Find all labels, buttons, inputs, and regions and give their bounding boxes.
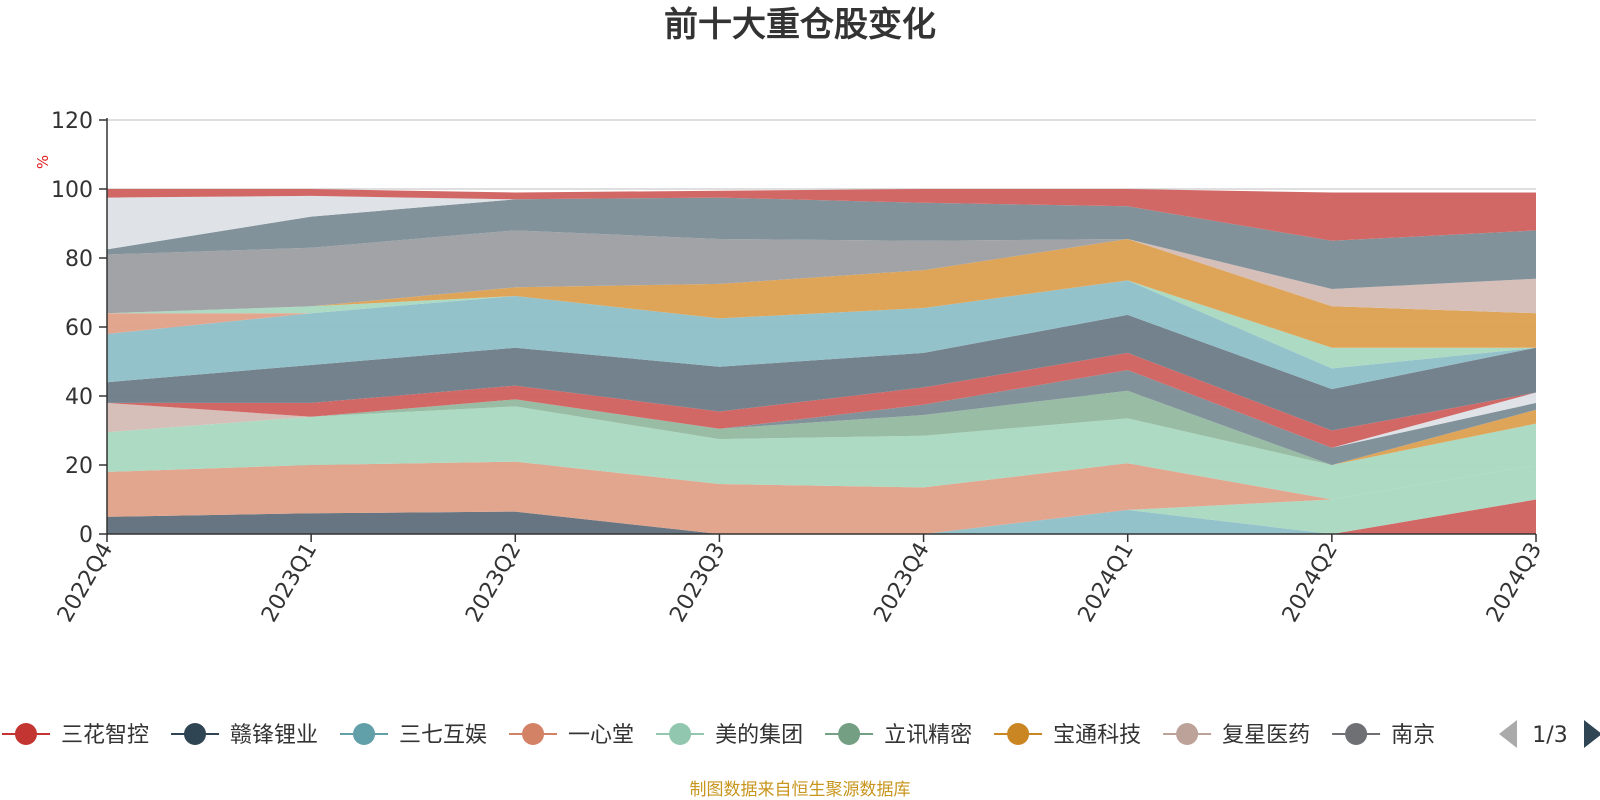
area-22: [107, 195, 1536, 250]
y-tick-label-80: 80: [65, 247, 93, 272]
area-18: [107, 239, 1536, 348]
legend-item-1[interactable]: 三花智控: [2, 723, 149, 748]
legend-item-4[interactable]: 一心堂: [509, 723, 634, 748]
y-tick-label-100: 100: [51, 178, 93, 203]
x-axis-ticks: 2022Q4 2023Q1 2023Q2 2023Q3 2023Q4 2024Q1 2024…: [53, 534, 1547, 627]
area-13: [107, 314, 1536, 431]
area-5: [107, 461, 1536, 534]
legend-label-1: 三花智控: [61, 723, 149, 748]
y-tick-label-20: 20: [65, 454, 93, 479]
legend-label-6: 立讯精密: [884, 723, 972, 748]
area-12: [107, 352, 1536, 448]
legend-item-6[interactable]: 立讯精密: [825, 723, 972, 748]
y-unit-label: %: [34, 155, 52, 169]
y-axis-ticks: 0 20 40 60 80 100 120: [51, 109, 107, 548]
legend-label-5: 美的集团: [715, 723, 803, 748]
legend-next-page-icon[interactable]: [1584, 720, 1600, 748]
legend-marker-3: [353, 723, 376, 745]
legend-prev-page-icon[interactable]: [1499, 720, 1517, 748]
legend-marker-4: [522, 723, 545, 745]
x-tick-label-2023Q1: 2023Q1: [257, 539, 322, 627]
x-tick-label-2023Q3: 2023Q3: [665, 539, 730, 627]
area-23: [107, 189, 1536, 241]
area-1: [107, 499, 1536, 534]
area-15: [107, 280, 1536, 369]
x-tick-label-2023Q4: 2023Q4: [869, 539, 934, 627]
legend-label-7: 宝通科技: [1053, 723, 1141, 748]
legend-item-7[interactable]: 宝通科技: [994, 723, 1141, 748]
y-tick-label-60: 60: [65, 316, 93, 341]
y-tick-label-120: 120: [51, 109, 93, 134]
area-21: [107, 197, 1536, 289]
area-9: [107, 370, 1536, 465]
legend-label-4: 一心堂: [568, 723, 634, 748]
legend-marker-8: [1176, 723, 1199, 745]
legend: 三花智控 赣锋锂业 三七互娱 一心堂 美的集团 立讯精密 宝通科技 复星医药 南京: [2, 723, 1435, 748]
area-2: [107, 499, 1536, 534]
legend-marker-7: [1007, 723, 1030, 745]
source-note: 制图数据来自恒生聚源数据库: [690, 780, 911, 800]
legend-marker-6: [838, 723, 861, 745]
legend-marker-1: [15, 723, 37, 745]
legend-page-indicator: 1/3: [1532, 723, 1567, 748]
area-series: [107, 189, 1536, 534]
area-20: [107, 230, 1536, 314]
area-19: [107, 239, 1536, 314]
x-tick-label-2024Q2: 2024Q2: [1278, 539, 1343, 627]
legend-item-2[interactable]: 赣锋锂业: [171, 723, 318, 748]
legend-marker-2: [184, 723, 207, 745]
x-tick-label-2024Q1: 2024Q1: [1074, 539, 1139, 627]
legend-label-8: 复星医药: [1222, 723, 1310, 748]
legend-item-8[interactable]: 复星医药: [1163, 723, 1310, 748]
legend-label-2: 赣锋锂业: [230, 723, 318, 748]
area-6: [107, 406, 1536, 500]
area-14: [107, 280, 1536, 390]
legend-item-3[interactable]: 三七互娱: [340, 723, 487, 748]
area-4: [107, 465, 1536, 534]
legend-item-9[interactable]: 南京: [1332, 723, 1435, 748]
legend-label-9: 南京: [1391, 723, 1435, 748]
x-tick-label-2023Q2: 2023Q2: [461, 539, 526, 627]
legend-marker-9: [1345, 723, 1368, 745]
chart-title: 前十大重仓股变化: [664, 5, 936, 45]
legend-label-3: 三七互娱: [399, 723, 487, 748]
area-7: [107, 390, 1536, 465]
y-tick-label-40: 40: [65, 385, 93, 410]
x-tick-label-2024Q3: 2024Q3: [1482, 539, 1547, 627]
legend-item-5[interactable]: 美的集团: [656, 723, 803, 748]
x-tick-label-2022Q4: 2022Q4: [53, 539, 118, 627]
y-tick-label-0: 0: [79, 523, 93, 548]
legend-marker-5: [669, 723, 692, 745]
